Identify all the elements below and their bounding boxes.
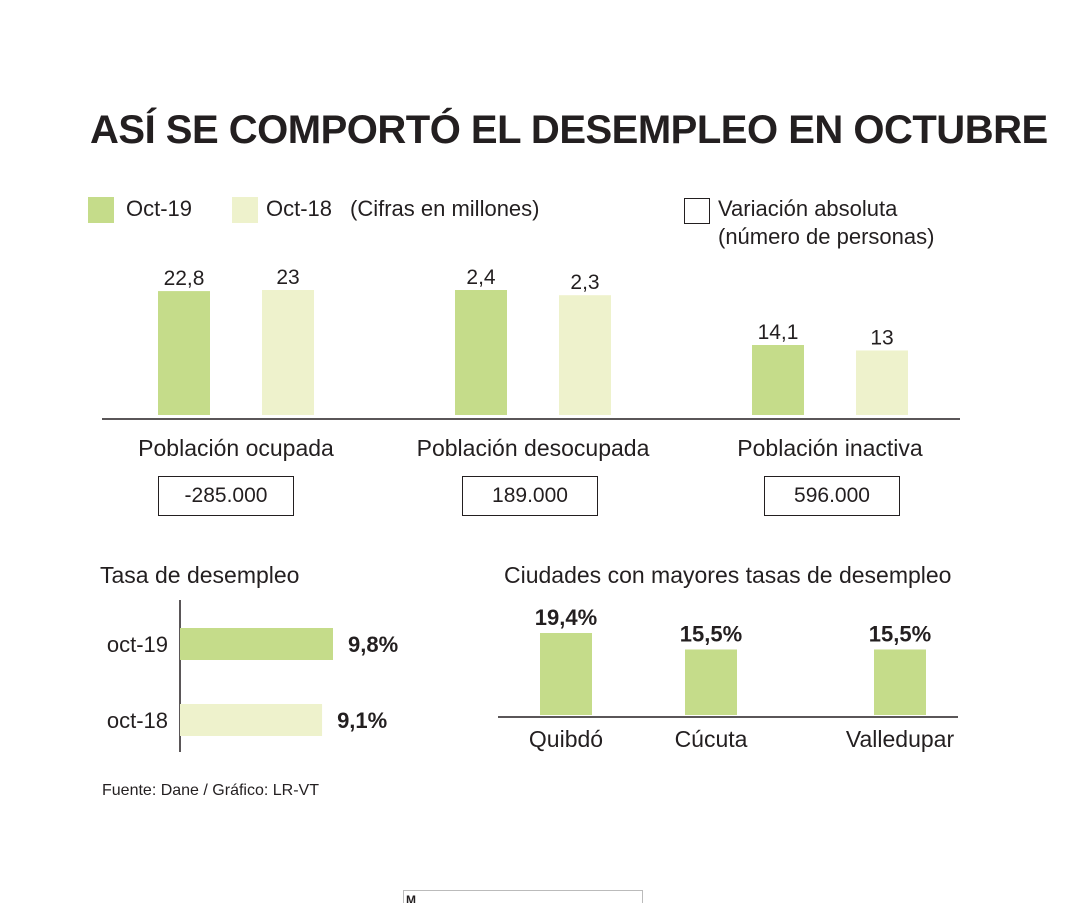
rate-label-oct-19: oct-19 bbox=[107, 632, 168, 657]
data-label-poblacion-inactiva-oct-18: 13 bbox=[870, 326, 893, 349]
legend-label-oct18: Oct-18 bbox=[266, 196, 333, 221]
city-value-valledupar: 15,5% bbox=[869, 621, 931, 646]
category-label-poblacion-desocupada: Población desocupada bbox=[417, 435, 650, 461]
data-label-poblacion-inactiva-oct-19: 14,1 bbox=[758, 321, 799, 344]
legend-swatch-oct18 bbox=[232, 197, 258, 223]
city-value-cucuta: 15,5% bbox=[680, 621, 742, 646]
source-note: Fuente: Dane / Gráfico: LR-VT bbox=[102, 782, 319, 799]
data-label-poblacion-ocupada-oct-19: 22,8 bbox=[164, 267, 205, 290]
bar-poblacion-inactiva-oct-18 bbox=[856, 350, 908, 415]
variation-box-ocupada: -285.000 bbox=[158, 476, 294, 516]
bar-poblacion-ocupada-oct-19 bbox=[158, 291, 210, 415]
rate-value-oct-19: 9,8% bbox=[348, 632, 398, 657]
legend-label-variation-line1: Variación absoluta bbox=[718, 196, 898, 221]
rate-label-oct-18: oct-18 bbox=[107, 708, 168, 733]
next-page-edge: M bbox=[403, 890, 643, 903]
legend-units-note: (Cifras en millones) bbox=[350, 196, 540, 221]
legend-label-oct19: Oct-19 bbox=[126, 196, 193, 221]
rate-chart-title: Tasa de desempleo bbox=[100, 562, 300, 588]
category-label-poblacion-inactiva: Población inactiva bbox=[737, 435, 923, 461]
city-bar-valledupar bbox=[874, 649, 926, 715]
data-label-poblacion-desocupada-oct-19: 2,4 bbox=[466, 266, 496, 289]
city-label-quibdo: Quibdó bbox=[529, 726, 603, 752]
city-bar-cucuta bbox=[685, 649, 737, 715]
bar-poblacion-ocupada-oct-18 bbox=[262, 290, 314, 415]
variation-box-desocupada: 189.000 bbox=[462, 476, 598, 516]
unemployment-rate-chart: oct-19 9,8% oct-18 9,1% bbox=[107, 600, 398, 752]
data-label-poblacion-desocupada-oct-18: 2,3 bbox=[570, 271, 599, 294]
bar-poblacion-desocupada-oct-19 bbox=[455, 290, 507, 415]
rate-bar-oct-19 bbox=[180, 628, 333, 660]
chart-title: ASÍ SE COMPORTÓ EL DESEMPLEO EN OCTUBRE bbox=[90, 108, 1048, 152]
city-label-cucuta: Cúcuta bbox=[675, 726, 748, 752]
cities-rate-chart: 19,4% Quibdó 15,5% Cúcuta 15,5% Valledupar bbox=[498, 605, 958, 752]
rate-value-oct-18: 9,1% bbox=[337, 708, 387, 733]
category-label-poblacion-ocupada: Población ocupada bbox=[138, 435, 334, 461]
population-bar-chart: 22,8 23 Población ocupada 2,4 2,3 Población d… bbox=[102, 266, 960, 461]
city-value-quibdo: 19,4% bbox=[535, 605, 597, 630]
next-page-edge-text: M bbox=[406, 893, 416, 903]
rate-bar-oct-18 bbox=[180, 704, 323, 736]
legend-swatch-variation bbox=[684, 198, 710, 224]
city-bar-quibdo bbox=[540, 633, 592, 715]
city-label-valledupar: Valledupar bbox=[846, 726, 955, 752]
variation-box-inactiva: 596.000 bbox=[764, 476, 900, 516]
data-label-poblacion-ocupada-oct-18: 23 bbox=[276, 266, 299, 289]
bar-poblacion-desocupada-oct-18 bbox=[559, 295, 611, 415]
legend-swatch-oct19 bbox=[88, 197, 114, 223]
cities-chart-title: Ciudades con mayores tasas de desempleo bbox=[504, 562, 952, 588]
bar-poblacion-inactiva-oct-19 bbox=[752, 345, 804, 415]
legend-label-variation-line2: (número de personas) bbox=[718, 224, 935, 249]
